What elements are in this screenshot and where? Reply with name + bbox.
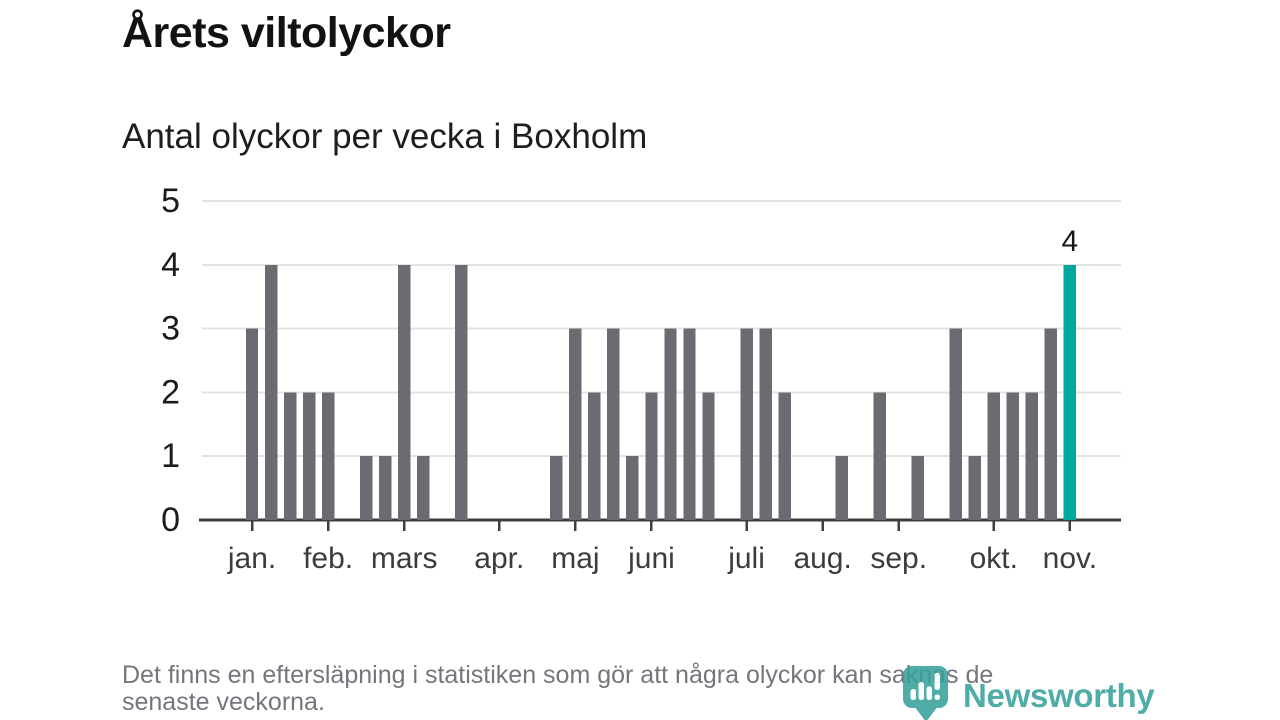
bar-week-36 — [873, 392, 886, 520]
bar-week-9 — [359, 456, 373, 520]
bar-week-7 — [321, 392, 335, 520]
bar-week-12 — [417, 456, 430, 520]
newsworthy-badge-icon — [903, 666, 948, 720]
y-axis-tick-label-2: 2 — [161, 373, 180, 411]
bar-week-14 — [455, 264, 468, 520]
newsworthy-wordmark: Newsworthy — [963, 677, 1155, 714]
bar-week-21 — [588, 392, 601, 520]
bar-week-22 — [607, 328, 620, 520]
bar-week-40 — [949, 328, 962, 520]
x-axis-month-label-sep: sep. — [870, 542, 927, 575]
x-axis-month-label-okt: okt. — [970, 542, 1018, 575]
y-axis-tick-label-3: 3 — [161, 310, 180, 348]
bar-week-25 — [664, 328, 677, 520]
bar-week-42 — [987, 392, 1001, 520]
y-axis-tick-label-0: 0 — [161, 501, 180, 539]
bar-latest-week — [1063, 264, 1077, 520]
y-axis-tick-label-5: 5 — [161, 182, 180, 220]
bar-week-45 — [1044, 328, 1058, 520]
x-axis-month-label-juni: juni — [627, 542, 675, 575]
x-axis-month-label-jan: jan. — [227, 542, 276, 575]
bar-week-34 — [835, 456, 848, 520]
bar-week-24 — [645, 392, 658, 520]
bar-week-3 — [245, 328, 259, 520]
x-axis-month-label-mars: mars — [371, 542, 438, 575]
badge-exclamation-bar — [934, 673, 940, 690]
bar-week-43 — [1006, 392, 1020, 520]
x-axis-month-label-juli: juli — [727, 542, 765, 575]
page-title: Årets viltolyckor — [122, 9, 451, 57]
weekly-accidents-bar-chart: 0 1 2 3 4 5 jan. feb. mars apr. maj juni juli aug. sep… — [161, 182, 1121, 575]
highlight-value-label: 4 — [1062, 225, 1079, 258]
bar-week-20 — [569, 328, 582, 520]
bar-week-10 — [378, 456, 392, 520]
bar-week-4 — [264, 264, 278, 520]
bar-week-29 — [740, 328, 753, 520]
newsworthy-logo: Newsworthy — [902, 666, 1155, 720]
x-axis-month-label-aug: aug. — [793, 542, 851, 575]
bar-week-23 — [626, 456, 639, 520]
bar-week-19 — [550, 456, 563, 520]
badge-bar-2 — [918, 682, 924, 700]
x-axis-month-label-nov: nov. — [1043, 542, 1097, 575]
y-axis-tick-label-1: 1 — [161, 437, 180, 475]
bar-week-27 — [702, 392, 715, 520]
bar-week-6 — [302, 392, 316, 520]
x-axis-month-label-apr: apr. — [474, 542, 524, 575]
bar-week-41 — [968, 456, 981, 520]
footnote-line-1: Det finns en eftersläpning i statistiken… — [122, 661, 994, 689]
x-axis-month-label-maj: maj — [551, 542, 599, 575]
footnote-line-2: senaste veckorna. — [122, 688, 325, 716]
x-axis-month-label-feb: feb. — [303, 542, 353, 575]
bar-week-38 — [911, 456, 924, 520]
bar-week-5 — [283, 392, 297, 520]
badge-bubble-shape — [903, 666, 948, 720]
chart-subtitle: Antal olyckor per vecka i Boxholm — [122, 117, 648, 156]
bar-week-26 — [683, 328, 696, 520]
bar-week-44 — [1025, 392, 1039, 520]
y-axis-tick-label-4: 4 — [161, 246, 180, 284]
badge-exclamation-dot — [934, 694, 940, 700]
badge-bar-1 — [910, 689, 916, 700]
bar-week-31 — [778, 392, 791, 520]
footnote: Det finns en eftersläpning i statistiken… — [122, 662, 993, 716]
bar-week-11 — [398, 264, 411, 520]
badge-bar-3 — [926, 686, 932, 700]
bar-week-30 — [759, 328, 772, 520]
